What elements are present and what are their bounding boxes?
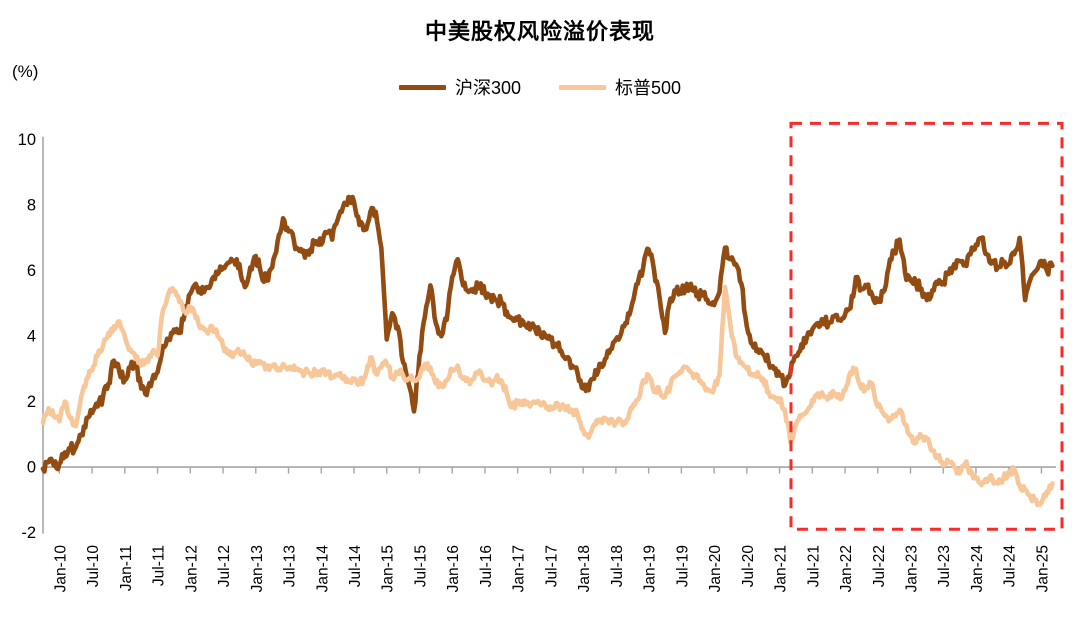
svg-text:Jul-18: Jul-18	[609, 545, 626, 587]
svg-text:Jul-24: Jul-24	[1002, 545, 1019, 588]
svg-text:Jan-22: Jan-22	[838, 545, 855, 592]
chart-title: 中美股权风险溢价表现	[424, 19, 655, 44]
svg-text:-2: -2	[21, 524, 36, 542]
legend-item-csi300: 沪深300	[398, 74, 521, 100]
svg-text:2: 2	[27, 393, 36, 411]
svg-text:Jan-11: Jan-11	[118, 545, 135, 591]
svg-text:Jan-18: Jan-18	[576, 545, 593, 592]
svg-text:Jan-17: Jan-17	[511, 545, 528, 592]
svg-text:Jul-20: Jul-20	[740, 545, 757, 588]
svg-text:6: 6	[27, 262, 36, 280]
svg-text:Jan-14: Jan-14	[314, 545, 331, 593]
svg-text:Jan-20: Jan-20	[707, 545, 724, 593]
svg-text:Jan-15: Jan-15	[380, 545, 397, 592]
svg-text:Jul-14: Jul-14	[347, 545, 364, 588]
legend-item-sp500: 标普500	[559, 74, 681, 100]
y-axis-unit-label: (%)	[12, 62, 39, 81]
sp500-line-swatch	[559, 84, 606, 90]
csi300-line-swatch	[398, 84, 446, 90]
svg-text:Jul-13: Jul-13	[282, 545, 299, 587]
svg-text:Jan-24: Jan-24	[969, 545, 986, 593]
svg-text:Jan-23: Jan-23	[904, 545, 921, 592]
svg-text:Jul-23: Jul-23	[936, 545, 953, 587]
svg-text:Jan-13: Jan-13	[249, 545, 266, 592]
chart-legend: 沪深300 标普500	[0, 74, 1080, 100]
svg-text:0: 0	[27, 459, 36, 477]
svg-text:Jan-25: Jan-25	[1034, 545, 1051, 592]
svg-text:Jul-22: Jul-22	[871, 545, 888, 587]
sp500-legend-label: 标普500	[615, 78, 682, 98]
svg-text:Jul-12: Jul-12	[216, 545, 233, 587]
svg-text:Jan-21: Jan-21	[773, 545, 790, 592]
svg-text:Jul-11: Jul-11	[151, 545, 168, 586]
svg-text:Jul-16: Jul-16	[478, 545, 495, 587]
csi300-legend-label: 沪深300	[454, 78, 521, 98]
svg-text:Jan-12: Jan-12	[183, 545, 200, 592]
svg-text:Jul-10: Jul-10	[85, 545, 102, 588]
svg-text:8: 8	[27, 197, 36, 215]
svg-text:Jul-19: Jul-19	[674, 545, 691, 587]
svg-text:10: 10	[18, 131, 36, 149]
svg-text:Jan-16: Jan-16	[445, 545, 462, 592]
svg-text:Jul-17: Jul-17	[543, 545, 560, 587]
svg-text:Jul-21: Jul-21	[805, 545, 822, 587]
svg-text:Jul-15: Jul-15	[412, 545, 429, 587]
svg-text:4: 4	[27, 328, 36, 346]
svg-text:Jan-10: Jan-10	[52, 545, 69, 593]
svg-text:Jan-19: Jan-19	[642, 545, 659, 592]
